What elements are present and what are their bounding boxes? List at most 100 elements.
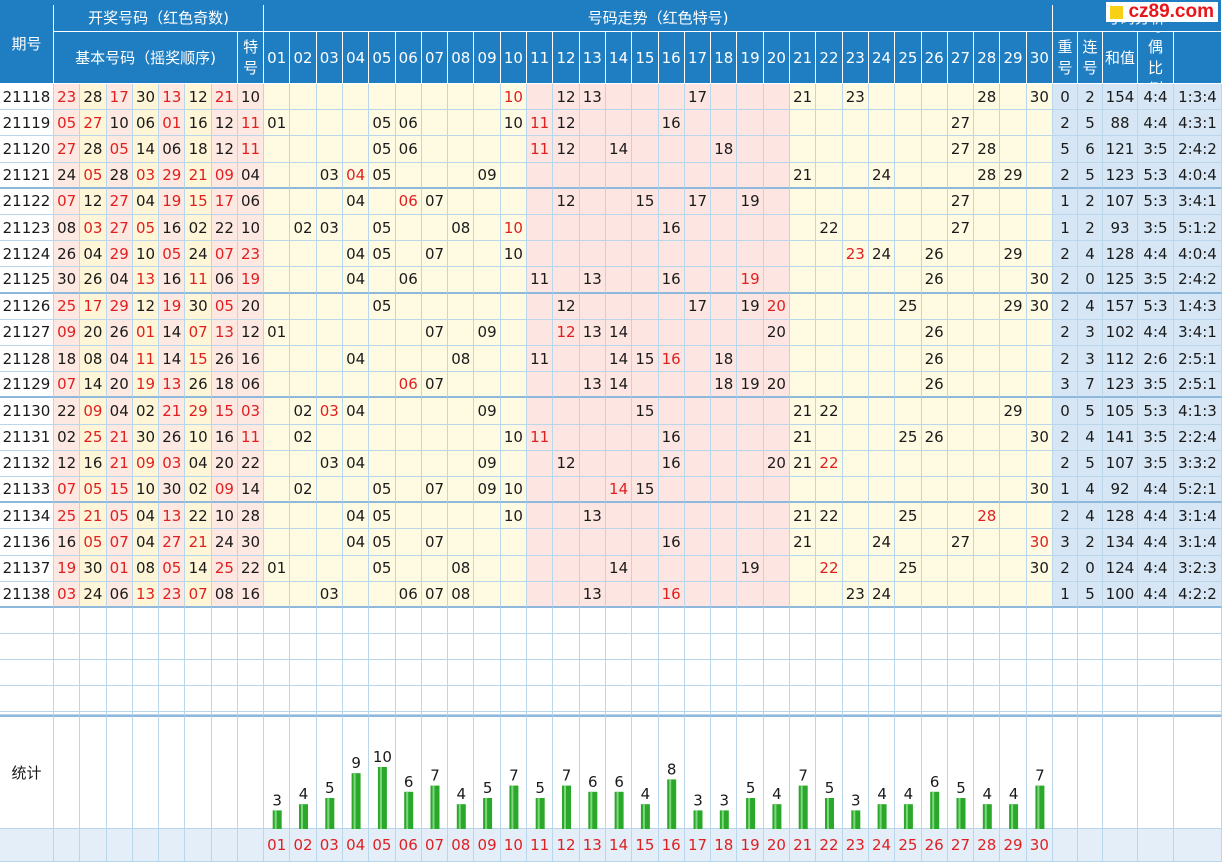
trend-col-header: 16: [658, 32, 685, 84]
empty-cell: [290, 686, 317, 712]
empty-cell: [106, 608, 133, 634]
trend-empty-cell: [684, 581, 712, 608]
trend-empty-cell: [947, 477, 975, 504]
basic-number-cell: 30: [132, 84, 160, 111]
basic-number-cell: 28: [80, 84, 107, 111]
trend-hit-cell: 19: [737, 555, 764, 582]
empty-cell: [763, 634, 791, 660]
trend-empty-cell: [921, 555, 948, 582]
trend-empty-cell: [448, 319, 475, 346]
trend-empty-cell: [895, 529, 922, 556]
trend-empty-cell: [711, 319, 738, 346]
basic-number-cell: 05: [211, 293, 239, 320]
trend-empty-cell: [737, 162, 764, 189]
analysis-cell-zone: 3:4:1: [1174, 319, 1222, 346]
footer-cell: [132, 829, 160, 862]
empty-cell: [369, 686, 396, 712]
empty-cell: [448, 608, 475, 634]
basic-number-cell: 04: [132, 188, 160, 215]
basic-number-cell: 21: [185, 162, 212, 189]
analysis-cell-odd_even: 4:4: [1138, 581, 1174, 608]
basic-number-cell: 12: [80, 188, 107, 215]
stats-cell: [763, 715, 791, 829]
trend-hit-cell: 10: [500, 110, 528, 137]
trend-empty-cell: [605, 162, 633, 189]
trend-hit-cell: 04: [342, 398, 370, 425]
analysis-cell-zone: 3:3:2: [1174, 450, 1222, 477]
trend-empty-cell: [264, 424, 291, 451]
empty-cell: [632, 634, 659, 660]
period-cell: 21118: [0, 84, 54, 111]
trend-empty-cell: [790, 581, 817, 608]
basic-number-cell: 04: [80, 241, 107, 268]
basic-number-cell: 16: [159, 267, 186, 294]
empty-cell: [1138, 686, 1174, 712]
trend-hit-cell: 07: [421, 319, 449, 346]
analysis-cell-odd_even: 3:5: [1138, 372, 1174, 399]
logo-text: cz89.com: [1128, 1, 1214, 22]
trend-empty-cell: [816, 136, 843, 163]
basic-number-cell: 19: [53, 555, 81, 582]
trend-empty-cell: [868, 398, 896, 425]
trend-col-header: 12: [553, 32, 580, 84]
empty-cell: [974, 686, 1001, 712]
empty-cell: [868, 686, 896, 712]
stats-cell: [921, 715, 948, 829]
trend-empty-cell: [290, 84, 317, 111]
trend-hit-cell: 07: [421, 241, 449, 268]
trend-empty-cell: [474, 293, 501, 320]
empty-cell: [921, 712, 948, 715]
basic-number-cell: 03: [132, 162, 160, 189]
empty-cell: [316, 712, 343, 715]
special-number-cell: 12: [238, 319, 265, 346]
empty-cell: [605, 634, 633, 660]
trend-col-header: 08: [448, 32, 475, 84]
trend-empty-cell: [500, 293, 528, 320]
basic-number-cell: 09: [80, 398, 107, 425]
trend-col-header: 14: [605, 32, 633, 84]
basic-number-cell: 07: [185, 319, 212, 346]
period-cell: 21127: [0, 319, 54, 346]
basic-number-cell: 26: [185, 372, 212, 399]
empty-cell: [842, 608, 869, 634]
trend-empty-cell: [316, 424, 343, 451]
empty-cell: [500, 634, 528, 660]
trend-empty-cell: [947, 450, 975, 477]
trend-empty-cell: [658, 188, 685, 215]
trend-empty-cell: [632, 215, 659, 242]
trend-empty-cell: [395, 529, 422, 556]
analysis-cell-consecutive: 2: [1078, 188, 1103, 215]
basic-number-cell: 10: [106, 110, 133, 137]
trend-empty-cell: [264, 84, 291, 111]
trend-empty-cell: [395, 162, 422, 189]
trend-empty-cell: [527, 162, 554, 189]
stats-cell: [500, 715, 528, 829]
special-number-cell: 30: [238, 529, 265, 556]
basic-number-cell: 26: [53, 241, 81, 268]
trend-empty-cell: [316, 346, 343, 373]
trend-empty-cell: [842, 162, 869, 189]
trend-hit-cell: 04: [342, 162, 370, 189]
trend-empty-cell: [474, 241, 501, 268]
basic-number-cell: 21: [106, 450, 133, 477]
trend-hit-cell: 18: [711, 136, 738, 163]
trend-empty-cell: [342, 477, 370, 504]
trend-empty-cell: [264, 188, 291, 215]
trend-empty-cell: [684, 503, 712, 530]
trend-empty-cell: [369, 84, 396, 111]
trend-empty-cell: [868, 136, 896, 163]
basic-number-cell: 18: [185, 136, 212, 163]
special-number-cell: 11: [238, 424, 265, 451]
trend-empty-cell: [842, 555, 869, 582]
trend-empty-cell: [711, 450, 738, 477]
trend-empty-cell: [816, 84, 843, 111]
empty-cell: [369, 712, 396, 715]
trend-empty-cell: [1000, 424, 1027, 451]
trend-empty-cell: [737, 581, 764, 608]
trend-empty-cell: [316, 503, 343, 530]
trend-empty-cell: [527, 503, 554, 530]
trend-empty-cell: [895, 136, 922, 163]
basic-number-cell: 16: [211, 424, 239, 451]
trend-empty-cell: [737, 503, 764, 530]
trend-hit-cell: 13: [579, 84, 606, 111]
